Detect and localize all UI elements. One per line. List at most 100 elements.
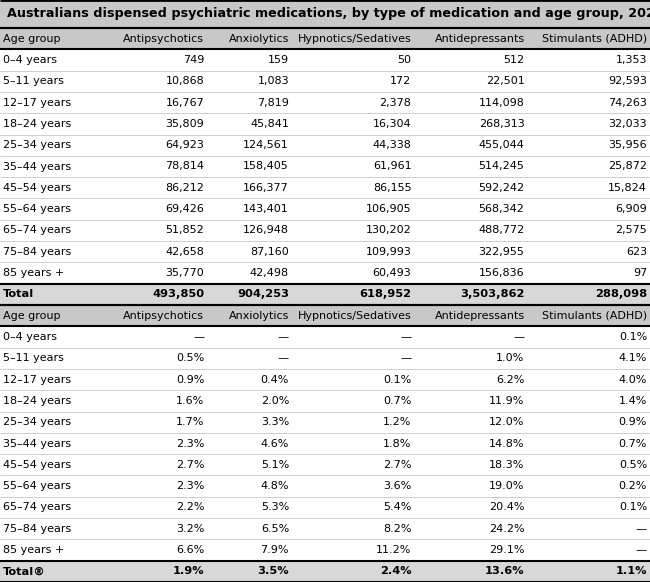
Bar bbox=[292, 262, 415, 283]
Bar bbox=[113, 113, 207, 134]
Text: Antipsychotics: Antipsychotics bbox=[124, 34, 204, 44]
Bar bbox=[528, 411, 650, 433]
Bar bbox=[528, 305, 650, 327]
Bar bbox=[113, 369, 207, 390]
Bar bbox=[113, 241, 207, 262]
Bar bbox=[113, 540, 207, 560]
Bar bbox=[0, 156, 113, 177]
Bar bbox=[292, 518, 415, 540]
Text: 268,313: 268,313 bbox=[479, 119, 525, 129]
Bar bbox=[528, 220, 650, 241]
Bar bbox=[415, 134, 528, 156]
Text: 166,377: 166,377 bbox=[243, 183, 289, 193]
Text: 86,212: 86,212 bbox=[165, 183, 204, 193]
Text: 11.2%: 11.2% bbox=[376, 545, 411, 555]
Text: 109,993: 109,993 bbox=[365, 247, 411, 257]
Bar bbox=[292, 28, 415, 49]
Text: 1.8%: 1.8% bbox=[383, 438, 411, 449]
Text: 0.5%: 0.5% bbox=[619, 460, 647, 470]
Bar bbox=[0, 497, 113, 518]
Bar bbox=[292, 177, 415, 198]
Bar bbox=[415, 198, 528, 220]
Text: 0.4%: 0.4% bbox=[261, 375, 289, 385]
Bar bbox=[0, 475, 113, 497]
Text: 618,952: 618,952 bbox=[359, 289, 411, 299]
Text: 2.3%: 2.3% bbox=[176, 481, 204, 491]
Bar bbox=[528, 262, 650, 283]
Bar bbox=[113, 28, 207, 49]
Bar bbox=[528, 540, 650, 560]
Text: 19.0%: 19.0% bbox=[489, 481, 525, 491]
Bar bbox=[415, 347, 528, 369]
Bar bbox=[0, 347, 113, 369]
Bar bbox=[292, 560, 415, 582]
Text: 2.7%: 2.7% bbox=[383, 460, 411, 470]
Text: 3.5%: 3.5% bbox=[257, 566, 289, 576]
Bar bbox=[207, 262, 292, 283]
Bar bbox=[0, 49, 113, 70]
Bar bbox=[207, 220, 292, 241]
Bar bbox=[415, 540, 528, 560]
Text: 0.2%: 0.2% bbox=[619, 481, 647, 491]
Bar bbox=[207, 497, 292, 518]
Text: 5–11 years: 5–11 years bbox=[3, 76, 64, 86]
Bar bbox=[415, 497, 528, 518]
Text: 35–44 years: 35–44 years bbox=[3, 161, 71, 172]
Text: 159: 159 bbox=[268, 55, 289, 65]
Bar bbox=[528, 156, 650, 177]
Bar bbox=[207, 134, 292, 156]
Bar bbox=[415, 518, 528, 540]
Bar bbox=[415, 70, 528, 92]
Text: 512: 512 bbox=[503, 55, 525, 65]
Text: 55–64 years: 55–64 years bbox=[3, 481, 71, 491]
Text: Anxiolytics: Anxiolytics bbox=[229, 311, 289, 321]
Text: Total®: Total® bbox=[3, 566, 46, 576]
Bar bbox=[207, 454, 292, 475]
Text: —: — bbox=[636, 545, 647, 555]
Bar bbox=[415, 177, 528, 198]
Text: 288,098: 288,098 bbox=[595, 289, 647, 299]
Text: 2.4%: 2.4% bbox=[380, 566, 411, 576]
Bar bbox=[528, 454, 650, 475]
Bar bbox=[528, 390, 650, 411]
Bar bbox=[207, 177, 292, 198]
Bar bbox=[207, 70, 292, 92]
Bar bbox=[0, 28, 113, 49]
Text: 45–54 years: 45–54 years bbox=[3, 183, 71, 193]
Bar bbox=[415, 241, 528, 262]
Text: 20.4%: 20.4% bbox=[489, 502, 525, 512]
Text: 126,948: 126,948 bbox=[243, 225, 289, 236]
Bar bbox=[113, 475, 207, 497]
Bar bbox=[292, 241, 415, 262]
Bar bbox=[292, 134, 415, 156]
Text: 60,493: 60,493 bbox=[372, 268, 411, 278]
Text: 35,809: 35,809 bbox=[166, 119, 204, 129]
Bar bbox=[415, 220, 528, 241]
Bar bbox=[113, 262, 207, 283]
Text: 35,770: 35,770 bbox=[166, 268, 204, 278]
Text: 6.2%: 6.2% bbox=[496, 375, 525, 385]
Text: Antidepressants: Antidepressants bbox=[434, 34, 525, 44]
Bar bbox=[113, 497, 207, 518]
Bar bbox=[0, 198, 113, 220]
Text: Anxiolytics: Anxiolytics bbox=[229, 34, 289, 44]
Bar bbox=[415, 283, 528, 305]
Text: 61,961: 61,961 bbox=[373, 161, 411, 172]
Bar bbox=[0, 369, 113, 390]
Text: —: — bbox=[400, 332, 411, 342]
Text: Antidepressants: Antidepressants bbox=[434, 311, 525, 321]
Text: 55–64 years: 55–64 years bbox=[3, 204, 71, 214]
Bar bbox=[415, 454, 528, 475]
Text: 1.7%: 1.7% bbox=[176, 417, 204, 427]
Text: 749: 749 bbox=[183, 55, 204, 65]
Text: 13.6%: 13.6% bbox=[485, 566, 525, 576]
Bar bbox=[207, 347, 292, 369]
Bar bbox=[0, 411, 113, 433]
Text: 86,155: 86,155 bbox=[373, 183, 411, 193]
Text: 24.2%: 24.2% bbox=[489, 524, 525, 534]
Text: 8.2%: 8.2% bbox=[383, 524, 411, 534]
Text: 1.9%: 1.9% bbox=[173, 566, 204, 576]
Text: 5.1%: 5.1% bbox=[261, 460, 289, 470]
Bar bbox=[0, 134, 113, 156]
Text: 42,658: 42,658 bbox=[165, 247, 204, 257]
